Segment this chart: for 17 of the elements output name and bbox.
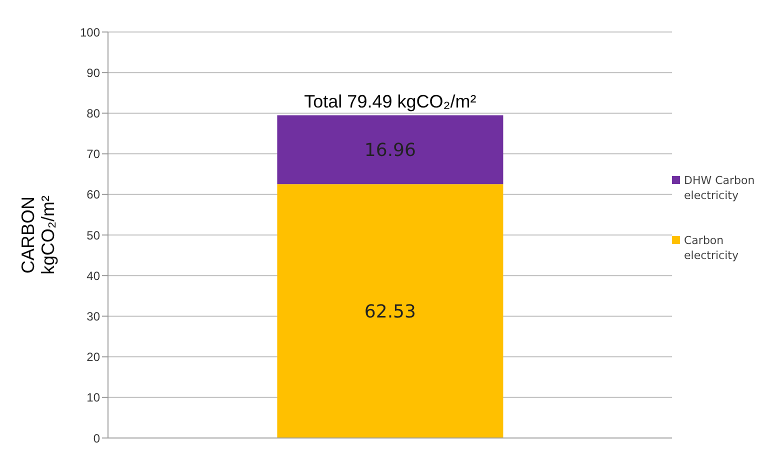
y-tick-label: 60 xyxy=(86,188,100,202)
y-tick-label: 100 xyxy=(80,25,100,40)
y-tick-label: 70 xyxy=(86,147,100,162)
y-tick-label: 40 xyxy=(86,268,100,283)
y-tick-label: 80 xyxy=(86,106,100,120)
y-tick-label: 20 xyxy=(86,350,100,364)
y-tick-label: 10 xyxy=(86,390,100,405)
data-label: 16.96 xyxy=(364,140,416,162)
total-label: Total 79.49 kgCO₂/m² xyxy=(304,91,476,112)
legend-label: Carbon electricity xyxy=(684,233,740,263)
legend-label: DHW Carbon electricity xyxy=(684,173,756,203)
y-tick-label: 50 xyxy=(86,228,100,242)
data-label: 62.53 xyxy=(364,301,416,322)
y-tick-label: 30 xyxy=(86,309,100,324)
y-axis-title: CARBON kgCO₂/m² xyxy=(18,196,58,274)
y-tick-label: 90 xyxy=(86,66,100,80)
y-tick-label: 0 xyxy=(93,431,100,446)
